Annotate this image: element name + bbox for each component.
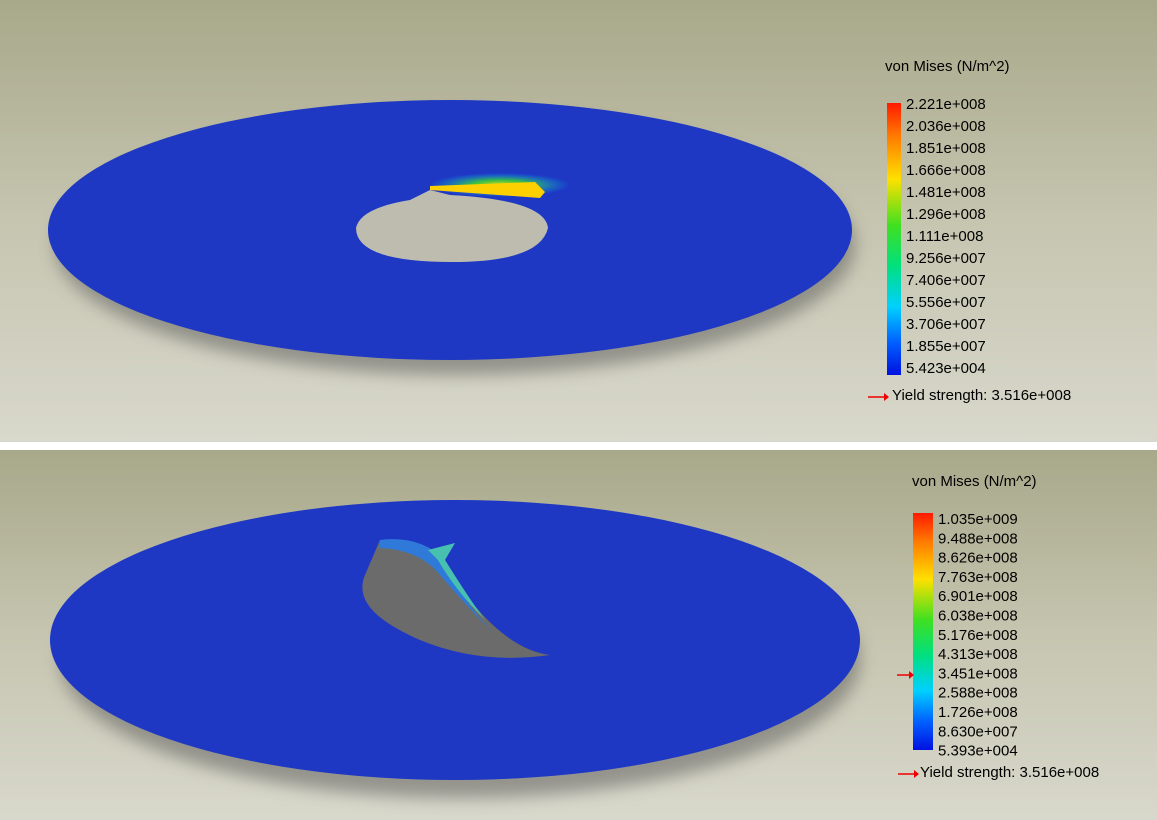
- legend-label: 3.451e+008: [938, 665, 1018, 682]
- legend-label: 1.111e+008: [906, 228, 983, 245]
- legend-label: 9.488e+008: [938, 530, 1018, 547]
- legend-label: 6.038e+008: [938, 607, 1018, 624]
- legend-label: 1.851e+008: [906, 140, 986, 157]
- legend-label: 1.726e+008: [938, 704, 1018, 721]
- legend-label: 5.393e+004: [938, 743, 1018, 760]
- legend-label: 1.481e+008: [906, 184, 986, 201]
- legend-label: 3.706e+007: [906, 316, 986, 333]
- legend-label: 5.556e+007: [906, 294, 986, 311]
- legend-title: von Mises (N/m^2): [885, 58, 1010, 75]
- legend-label: 8.630e+007: [938, 723, 1018, 740]
- legend-label: 1.666e+008: [906, 162, 986, 179]
- yield-strength: Yield strength: 3.516e+008: [920, 764, 1099, 781]
- legend-label: 2.036e+008: [906, 118, 986, 135]
- color-bar: [913, 513, 933, 750]
- legend-label: 5.176e+008: [938, 627, 1018, 644]
- legend-label: 2.588e+008: [938, 685, 1018, 702]
- yield-strength: Yield strength: 3.516e+008: [892, 387, 1071, 404]
- screenshot: von Mises (N/m^2) Yield strength: 3.516e…: [0, 0, 1157, 820]
- legend-title: von Mises (N/m^2): [912, 473, 1037, 490]
- legend-label: 7.406e+007: [906, 272, 986, 289]
- legend-label: 7.763e+008: [938, 569, 1018, 586]
- legend-label: 1.855e+007: [906, 338, 986, 355]
- legend-label: 1.035e+009: [938, 511, 1018, 528]
- color-bar: [887, 103, 901, 375]
- legend-label: 5.423e+004: [906, 360, 986, 377]
- legend-label: 6.901e+008: [938, 588, 1018, 605]
- legend-label: 1.296e+008: [906, 206, 986, 223]
- legend-label: 8.626e+008: [938, 550, 1018, 567]
- legend-label: 4.313e+008: [938, 646, 1018, 663]
- legend-label: 2.221e+008: [906, 96, 986, 113]
- legend-label: 9.256e+007: [906, 250, 986, 267]
